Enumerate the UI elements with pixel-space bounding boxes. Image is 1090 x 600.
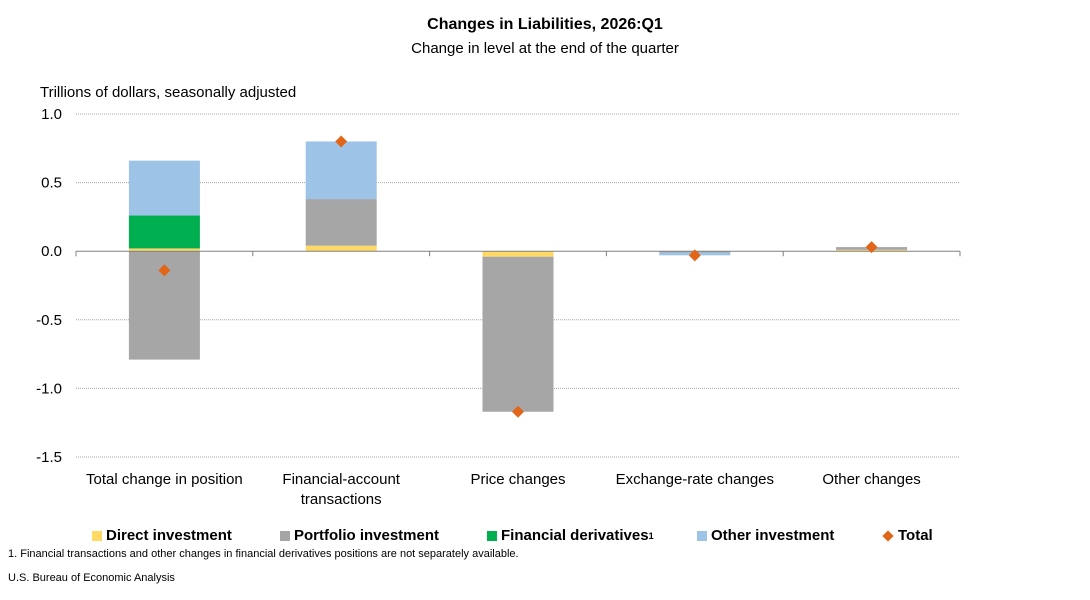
- bar-other: [305, 141, 377, 200]
- x-category-label: Exchange-rate changes: [616, 471, 774, 488]
- y-axis-unit-label: Trillions of dollars, seasonally adjuste…: [40, 84, 297, 101]
- bar-portfolio: [482, 256, 554, 412]
- footnote: 1. Financial transactions and other chan…: [8, 548, 519, 560]
- y-tick-label: -1.5: [36, 449, 62, 466]
- legend-swatch-derivatives: [487, 530, 497, 541]
- chart-canvas: 1.0 0.5 0.0 -0.5 -1.0 -1.5 Total change in pos…: [36, 106, 961, 508]
- bar-derivatives: [128, 215, 200, 249]
- x-category-label: transactions: [301, 491, 382, 508]
- y-tick-label: 0.5: [41, 175, 62, 192]
- y-tick-label: -1.0: [36, 380, 62, 397]
- total-marker: [335, 135, 348, 148]
- bar-portfolio: [305, 199, 377, 246]
- legend-footnote-marker: 1: [648, 530, 654, 541]
- legend-item-direct: Direct investment: [92, 527, 232, 544]
- x-category-label: Price changes: [470, 471, 565, 488]
- legend-swatch-portfolio: [280, 530, 290, 541]
- legend-swatch-other: [697, 530, 707, 541]
- legend-label-other: Other investment: [711, 527, 835, 544]
- legend-label-derivatives: Financial derivatives: [501, 527, 649, 544]
- y-tick-label: 1.0: [41, 106, 62, 123]
- x-category-label: Financial-account: [282, 471, 400, 488]
- x-category-label: Total change in position: [86, 471, 243, 488]
- legend-item-other: Other investment: [697, 527, 834, 544]
- total-marker: [865, 241, 878, 254]
- legend-label-direct: Direct investment: [106, 527, 232, 544]
- legend-item-total: Total: [882, 527, 933, 544]
- y-tick-label: 0.0: [41, 243, 62, 260]
- legend-item-derivatives: Financial derivatives 1: [487, 527, 654, 544]
- y-tick-label: -0.5: [36, 312, 62, 329]
- total-marker: [688, 249, 701, 262]
- legend-swatch-direct: [92, 530, 102, 541]
- legend-marker-total: [882, 529, 894, 542]
- legend: Direct investment Portfolio investment F…: [0, 527, 1090, 547]
- chart-subtitle: Change in level at the end of the quarte…: [411, 40, 679, 57]
- legend-item-portfolio: Portfolio investment: [280, 527, 439, 544]
- bar-direct: [128, 248, 200, 252]
- bar-direct: [482, 251, 554, 257]
- bar-other: [128, 160, 200, 216]
- chart-title: Changes in Liabilities, 2026:Q1: [427, 16, 663, 33]
- legend-label-total: Total: [898, 527, 933, 544]
- x-category-label: Other changes: [822, 471, 920, 488]
- total-marker: [512, 405, 524, 418]
- total-marker: [158, 264, 171, 277]
- legend-label-portfolio: Portfolio investment: [294, 527, 440, 544]
- source-note: U.S. Bureau of Economic Analysis: [8, 572, 175, 584]
- bar-direct: [305, 245, 377, 252]
